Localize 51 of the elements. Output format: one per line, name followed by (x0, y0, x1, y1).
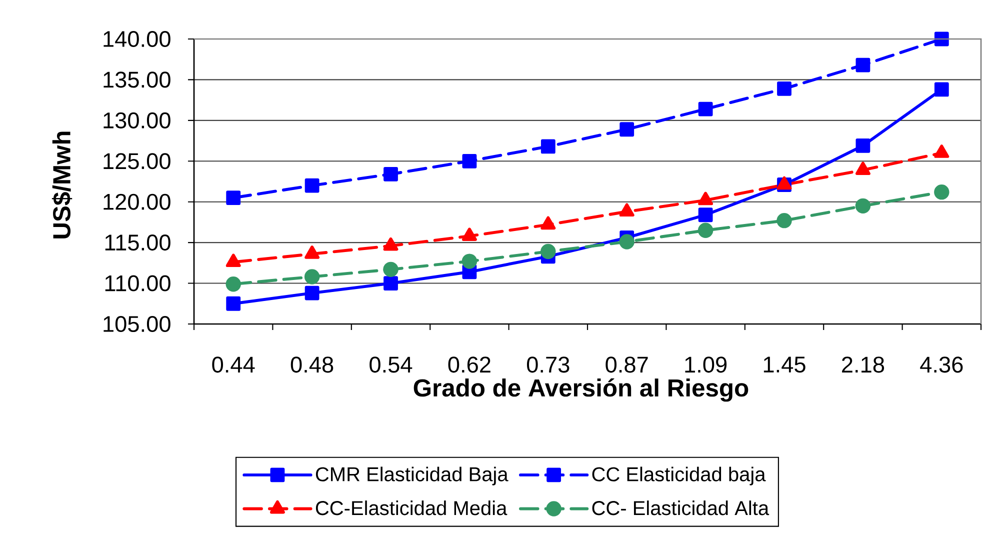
point (462, 154, 477, 168)
y-tick-label: 120.00 (104, 194, 170, 210)
point (856, 58, 870, 72)
point (462, 254, 478, 269)
point (620, 122, 634, 137)
point (226, 296, 241, 311)
x-tick-label: 2.18 (842, 356, 884, 373)
point (619, 234, 634, 250)
y-tick-label: 115.00 (105, 234, 170, 251)
point (776, 212, 792, 228)
point (540, 244, 556, 260)
x-tick-label: 4.36 (920, 356, 963, 373)
point (698, 222, 714, 238)
legend-label: CC- Elasticidad Alta (592, 500, 770, 516)
point (856, 138, 870, 153)
x-tick-label: 0.54 (370, 356, 412, 373)
point (777, 81, 792, 96)
point (855, 198, 871, 214)
point (934, 82, 949, 97)
point (226, 190, 241, 205)
y-tick-label: 135.00 (104, 72, 170, 88)
x-tick-label: 0.73 (526, 356, 570, 373)
point (384, 166, 398, 182)
point (698, 102, 713, 116)
point (698, 208, 713, 222)
x-tick-label: 1.45 (764, 356, 806, 373)
point (304, 269, 320, 284)
y-tick-label: 110.00 (105, 275, 170, 292)
point (304, 286, 320, 300)
legend-label: CMR Elasticidad Baja (316, 466, 508, 486)
y-tick-label: 140.00 (104, 30, 170, 48)
legend-label: CC-Elasticidad Media (316, 500, 508, 516)
x-tick-label: 0.62 (448, 356, 490, 373)
x-axis-title: Grado de Aversión al Riesgo (414, 378, 748, 402)
y-axis-title: US$/Mwh (52, 132, 72, 238)
x-tick-label: 1.09 (685, 356, 727, 373)
point (934, 184, 950, 200)
point (384, 276, 398, 290)
point (934, 32, 949, 46)
point (855, 162, 870, 176)
point (540, 139, 556, 154)
x-tick-label: 0.87 (606, 356, 648, 373)
y-tick-label: 105.00 (104, 316, 170, 332)
legend-label: CC Elasticidad baja (592, 466, 766, 486)
point (226, 276, 241, 292)
y-tick-label: 125.00 (104, 153, 170, 170)
x-tick-label: 0.48 (290, 356, 334, 373)
y-tick-label: 130.00 (104, 112, 170, 128)
point (304, 178, 320, 193)
point (383, 262, 398, 278)
x-tick-label: 0.44 (212, 356, 255, 373)
